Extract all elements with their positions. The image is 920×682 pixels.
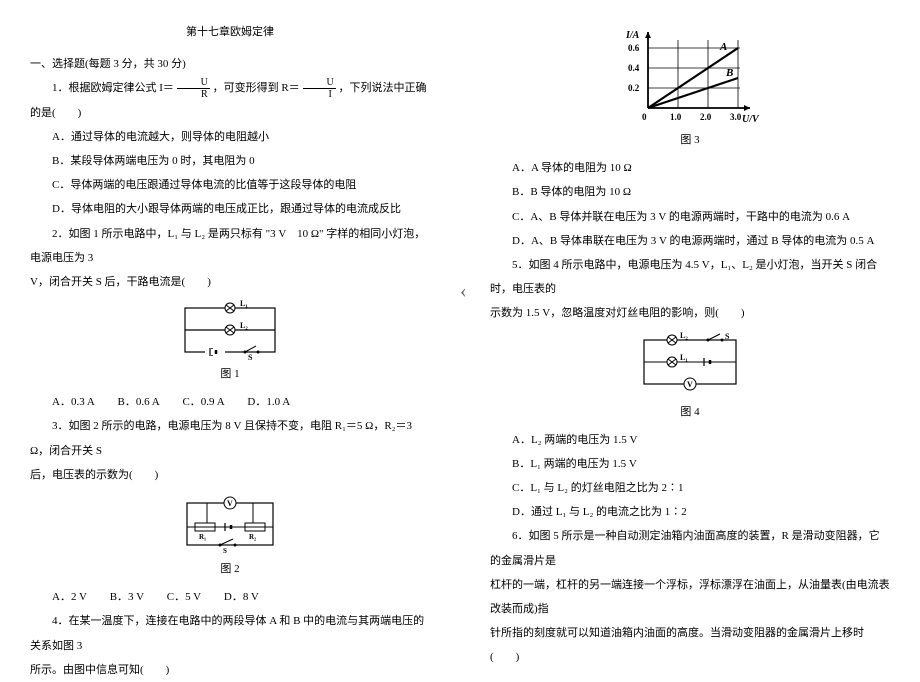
q2-stem2: V，闭合开关 S 后，干路电流是( ) bbox=[30, 270, 430, 294]
q6-stem3: 针所指的刻度就可以知道油箱内油面的高度。当滑动变阻器的金属滑片上移时( ) bbox=[490, 621, 890, 669]
q3-stem1: 3．如图 2 所示的电路，电源电压为 8 V 且保持不变，电阻 R₁＝5 Ω，R… bbox=[30, 414, 430, 462]
svg-text:0: 0 bbox=[642, 112, 647, 122]
q1-pre: 1．根据欧姆定律公式 I＝ bbox=[52, 82, 174, 94]
svg-text:L₁: L₁ bbox=[680, 353, 688, 362]
figure-4: L₂ S L₁ V bbox=[490, 332, 890, 398]
frac-ur: UR bbox=[177, 77, 210, 100]
chapter-title: 第十七章欧姆定律 bbox=[30, 20, 430, 44]
q4-b: B．B 导体的电阻为 10 Ω bbox=[490, 180, 890, 204]
q4-stem2: 所示。由图中信息可知( ) bbox=[30, 658, 430, 682]
left-column: 第十七章欧姆定律 一、选择题(每题 3 分，共 30 分) 1．根据欧姆定律公式… bbox=[0, 0, 460, 650]
q6-stem2: 杠杆的一端，杠杆的另一端连接一个浮标，浮标漂浮在油面上，从油量表(由电流表改装而… bbox=[490, 573, 890, 621]
svg-text:S: S bbox=[223, 547, 227, 555]
q1-b: B．某段导体两端电压为 0 时，其电阻为 0 bbox=[30, 149, 430, 173]
graph-line-a: A bbox=[719, 41, 727, 53]
svg-text:0.6: 0.6 bbox=[628, 43, 640, 53]
q2-d: D．1.0 A bbox=[247, 396, 290, 408]
q1-d: D．导体电阻的大小跟导体两端的电压成正比，跟通过导体的电流成反比 bbox=[30, 197, 430, 221]
q1-stem: 1．根据欧姆定律公式 I＝ UR ，可变形得到 R＝ UI ，下列说法中正确的是… bbox=[30, 76, 430, 124]
svg-text:2.0: 2.0 bbox=[700, 112, 712, 122]
svg-text:V: V bbox=[227, 499, 233, 508]
q4-a: A．A 导体的电阻为 10 Ω bbox=[490, 156, 890, 180]
svg-text:R₁: R₁ bbox=[199, 533, 206, 541]
svg-text:I/A: I/A bbox=[625, 30, 640, 41]
q3-opts: A．2 V B．3 V C．5 V D．8 V bbox=[30, 585, 430, 609]
frac-ui: UI bbox=[303, 77, 336, 100]
svg-text:0.2: 0.2 bbox=[628, 83, 640, 93]
figure-2: V R₁ R₂ S bbox=[30, 493, 430, 555]
q3-stem2: 后，电压表的示数为( ) bbox=[30, 463, 430, 487]
q4-c: C．A、B 导体并联在电压为 3 V 的电源两端时，干路中的电流为 0.6 A bbox=[490, 205, 890, 229]
q3-d: D．8 V bbox=[224, 591, 259, 603]
svg-text:V: V bbox=[687, 380, 693, 389]
fig4-label: 图 4 bbox=[490, 400, 890, 424]
q2-opts: A．0.3 A B．0.6 A C．0.9 A D．1.0 A bbox=[30, 390, 430, 414]
q2-c: C．0.9 A bbox=[182, 396, 224, 408]
q5-stem2: 示数为 1.5 V，忽略温度对灯丝电阻的影响，则( ) bbox=[490, 301, 890, 325]
q4-stem1: 4．在某一温度下，连接在电路中的两段导体 A 和 B 中的电流与其两端电压的关系… bbox=[30, 609, 430, 657]
q6-stem1: 6．如图 5 所示是一种自动测定油箱内油面高度的装置，R 是滑动变阻器，它的金属… bbox=[490, 524, 890, 572]
svg-text:0.4: 0.4 bbox=[628, 63, 640, 73]
section-head: 一、选择题(每题 3 分，共 30 分) bbox=[30, 52, 430, 76]
figure-3-graph: A B 0.2 0.4 0.6 I/A 0 1.0 2.0 3.0 U/V bbox=[490, 26, 890, 126]
right-column: A B 0.2 0.4 0.6 I/A 0 1.0 2.0 3.0 U/V 图 … bbox=[460, 0, 920, 650]
q1-mid: ，可变形得到 R＝ bbox=[213, 82, 300, 94]
q3-b: B．3 V bbox=[110, 591, 144, 603]
graph-line-b: B bbox=[725, 67, 733, 79]
q5-stem1: 5．如图 4 所示电路中，电源电压为 4.5 V，L₁、L₂ 是小灯泡，当开关 … bbox=[490, 253, 890, 301]
svg-text:3.0: 3.0 bbox=[730, 112, 742, 122]
figure-1: L₁ L₂ S bbox=[30, 300, 430, 360]
svg-text:1.0: 1.0 bbox=[670, 112, 682, 122]
q2-b: B．0.6 A bbox=[118, 396, 160, 408]
q5-c: C．L₁ 与 L₂ 的灯丝电阻之比为 2∶1 bbox=[490, 476, 890, 500]
q3-a: A．2 V bbox=[52, 591, 87, 603]
q5-b: B．L₁ 两端的电压为 1.5 V bbox=[490, 452, 890, 476]
q1-c: C．导体两端的电压跟通过导体电流的比值等于这段导体的电阻 bbox=[30, 173, 430, 197]
q1-a: A．通过导体的电流越大，则导体的电阻越小 bbox=[30, 125, 430, 149]
page: 第十七章欧姆定律 一、选择题(每题 3 分，共 30 分) 1．根据欧姆定律公式… bbox=[0, 0, 920, 650]
fig2-label: 图 2 bbox=[30, 557, 430, 581]
q5-d: D．通过 L₁ 与 L₂ 的电流之比为 1∶2 bbox=[490, 500, 890, 524]
svg-text:L₂: L₂ bbox=[680, 332, 688, 340]
column-divider-icon: ‹ bbox=[460, 280, 467, 330]
svg-text:R₂: R₂ bbox=[249, 533, 256, 541]
svg-text:U/V: U/V bbox=[742, 114, 760, 125]
fig3-label: 图 3 bbox=[490, 128, 890, 152]
q2-stem1: 2．如图 1 所示电路中，L₁ 与 L₂ 是两只标有 "3 V 10 Ω" 字样… bbox=[30, 222, 430, 270]
svg-text:S: S bbox=[725, 332, 730, 341]
svg-text:L₂: L₂ bbox=[240, 321, 248, 330]
svg-text:L₁: L₁ bbox=[240, 300, 248, 308]
q5-a: A．L₂ 两端的电压为 1.5 V bbox=[490, 428, 890, 452]
q4-d: D．A、B 导体串联在电压为 3 V 的电源两端时，通过 B 导体的电流为 0.… bbox=[490, 229, 890, 253]
q3-c: C．5 V bbox=[167, 591, 201, 603]
fig1-label: 图 1 bbox=[30, 362, 430, 386]
q2-a: A．0.3 A bbox=[52, 396, 95, 408]
svg-text:S: S bbox=[248, 353, 253, 360]
